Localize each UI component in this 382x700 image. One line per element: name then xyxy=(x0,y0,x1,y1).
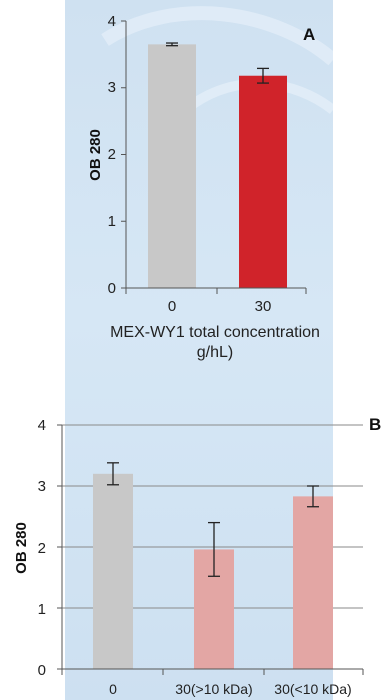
chart-b-panel-letter: B xyxy=(369,415,381,434)
chart-a-panel-letter: A xyxy=(303,25,315,44)
chart-a-y-label: OB 280 xyxy=(87,129,104,181)
chart-b-error-bar xyxy=(208,521,220,577)
chart-b-y-ticks: 0 1 2 3 4 xyxy=(38,417,46,679)
chart-b: 0 1 2 3 4 OB 280 0 30(>10 kDa) 30(<10 kD… xyxy=(13,415,381,697)
chart-b-bar xyxy=(293,496,333,669)
chart-a-y-tick: 2 xyxy=(108,146,116,163)
chart-a-error-bar xyxy=(257,67,269,84)
chart-b-y-label: OB 280 xyxy=(13,522,30,574)
chart-a-y-tick: 3 xyxy=(108,79,116,96)
chart-a-x-tick: 30 xyxy=(255,298,272,315)
chart-b-y-tick: 4 xyxy=(38,417,46,434)
chart-a-x-label-line1: MEX-WY1 total concentration xyxy=(110,324,320,341)
chart-b-y-tick: 3 xyxy=(38,478,46,495)
chart-a-bar xyxy=(148,44,196,288)
chart-a-y-ticks: 0 1 2 3 4 xyxy=(108,13,116,297)
chart-b-y-tick: 1 xyxy=(38,601,46,618)
chart-a-error-bar xyxy=(166,42,178,47)
chart-b-x-tick: 30(<10 kDa) xyxy=(274,681,351,697)
chart-b-x-tick: 30(>10 kDa) xyxy=(175,681,252,697)
chart-a-x-tick: 0 xyxy=(168,298,176,315)
chart-a: 0 1 2 3 4 OB 280 0 30 MEX-WY1 total conc… xyxy=(87,13,320,361)
chart-b-error-bar xyxy=(107,462,119,486)
chart-a-x-label-line2: g/hL) xyxy=(197,344,233,361)
chart-a-y-tick: 4 xyxy=(108,13,116,30)
chart-b-bar xyxy=(93,473,133,669)
chart-a-y-tick: 0 xyxy=(108,280,116,297)
chart-a-y-tick: 1 xyxy=(108,213,116,230)
chart-a-bar xyxy=(239,75,287,288)
chart-b-error-bar xyxy=(307,485,319,508)
chart-b-y-tick: 0 xyxy=(38,662,46,679)
chart-b-x-tick: 0 xyxy=(109,681,117,697)
chart-b-y-tick: 2 xyxy=(38,540,46,557)
